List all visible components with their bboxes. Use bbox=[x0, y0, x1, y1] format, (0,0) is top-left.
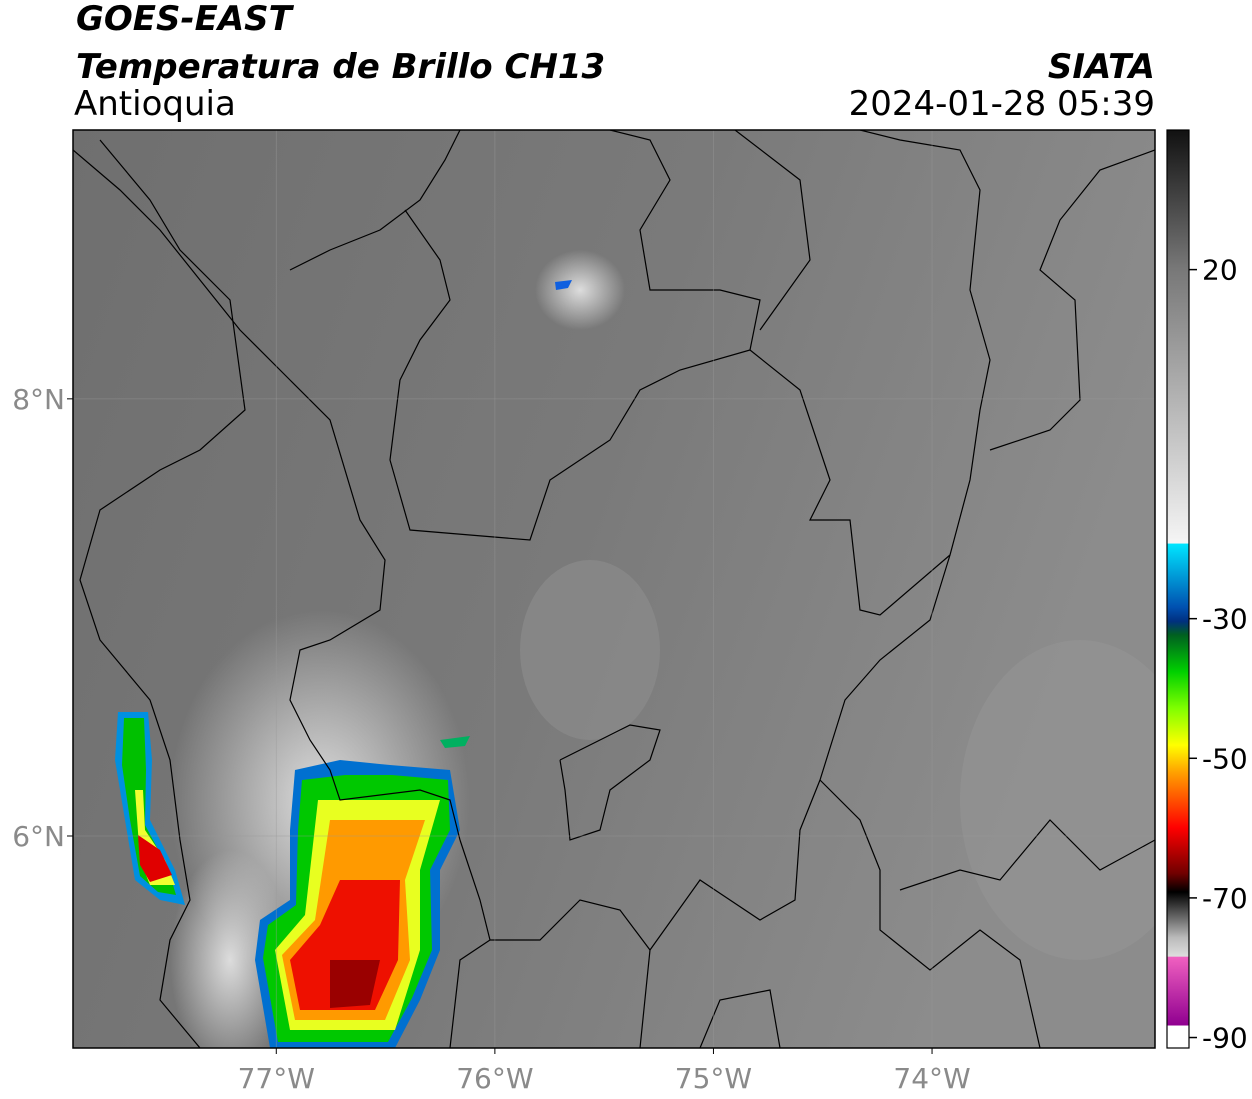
border bbox=[389, 130, 761, 541]
storm bbox=[122, 718, 176, 895]
product-title: Temperatura de Brillo CH13 bbox=[76, 47, 605, 87]
border bbox=[490, 899, 651, 951]
map-image bbox=[73, 130, 1155, 1048]
source-title: SIATA bbox=[1048, 47, 1155, 87]
lon-label: 74°W bbox=[893, 1062, 970, 1095]
storm bbox=[138, 835, 172, 882]
grid bbox=[73, 130, 1155, 1048]
colorbar bbox=[1166, 129, 1190, 1049]
storm bbox=[330, 960, 380, 1008]
lon-label: 75°W bbox=[675, 1062, 752, 1095]
satellite-title: GOES-EAST bbox=[76, 0, 295, 39]
colorbar-label: -50 bbox=[1202, 742, 1248, 775]
cloud bbox=[520, 560, 660, 740]
region-title: Antioquia bbox=[74, 84, 236, 124]
border bbox=[819, 779, 1041, 1048]
border bbox=[899, 819, 1155, 891]
border bbox=[289, 130, 461, 271]
colorbar-label: -30 bbox=[1202, 603, 1248, 636]
lat-label: 6°N bbox=[12, 820, 65, 853]
colorbar-label: -70 bbox=[1202, 882, 1248, 915]
border bbox=[699, 989, 781, 1048]
colorbar-label: 20 bbox=[1202, 254, 1238, 287]
lon-label: 77°W bbox=[238, 1062, 315, 1095]
lat-label: 8°N bbox=[12, 383, 65, 416]
border bbox=[73, 149, 461, 841]
border bbox=[734, 130, 811, 331]
border bbox=[989, 149, 1155, 451]
cloud bbox=[170, 850, 290, 1048]
storm bbox=[555, 280, 572, 290]
border bbox=[79, 139, 246, 1048]
map-frame bbox=[72, 129, 1156, 1049]
storm bbox=[440, 736, 470, 748]
colorbar-label: -90 bbox=[1202, 1022, 1248, 1055]
cloud bbox=[535, 250, 625, 330]
lon-label: 76°W bbox=[456, 1062, 533, 1095]
border bbox=[639, 554, 951, 1048]
border bbox=[559, 724, 661, 841]
cloud bbox=[960, 640, 1155, 960]
datetime-title: 2024-01-28 05:39 bbox=[849, 84, 1155, 124]
